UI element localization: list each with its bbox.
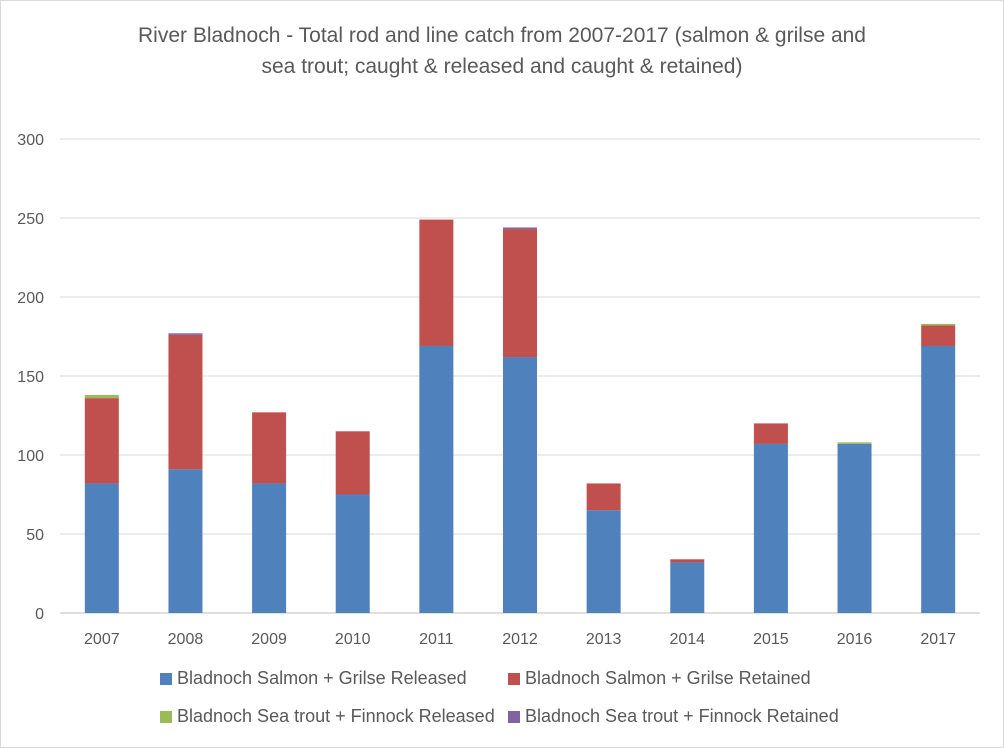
- bar-segment-2015-series-2: [753, 423, 788, 444]
- bar-segment-2007-series-2: [84, 398, 119, 484]
- legend-item: Bladnoch Sea trout + Finnock Released: [160, 706, 495, 727]
- bar-segment-2010-series-1: [335, 494, 370, 613]
- x-tick-label: 2012: [502, 631, 538, 648]
- legend-label: Bladnoch Sea trout + Finnock Retained: [525, 706, 839, 726]
- x-tick-label: 2013: [586, 631, 622, 648]
- x-tick-label: 2007: [84, 631, 120, 648]
- bar-segment-2013-series-2: [586, 483, 621, 511]
- x-tick-label: 2010: [335, 631, 371, 648]
- y-tick-label: 200: [17, 290, 44, 307]
- x-tick-label: 2009: [251, 631, 287, 648]
- x-tick-label: 2015: [753, 631, 789, 648]
- bar-segment-2017-series-2: [921, 325, 956, 346]
- y-tick-label: 300: [17, 132, 44, 149]
- y-tick-label: 0: [35, 606, 44, 623]
- bar-segment-2012-series-4: [503, 227, 537, 230]
- legend-swatch: [160, 710, 172, 723]
- bar-segment-2014-series-1: [670, 562, 705, 613]
- chart-title: River Bladnoch - Total rod and line catc…: [0, 20, 1004, 82]
- bar-segment-2007-series-1: [84, 483, 119, 613]
- bar-segment-2013-series-1: [586, 510, 621, 613]
- bar-segment-2017-series-3: [921, 323, 956, 326]
- legend-swatch: [160, 672, 172, 685]
- legend-item: Bladnoch Sea trout + Finnock Retained: [508, 706, 839, 727]
- legend-item: Bladnoch Salmon + Grilse Retained: [508, 668, 811, 689]
- legend-swatch: [508, 672, 520, 685]
- x-tick-label: 2016: [837, 631, 873, 648]
- legend-label: Bladnoch Sea trout + Finnock Released: [177, 706, 495, 726]
- chart-title-line-1: River Bladnoch - Total rod and line catc…: [137, 24, 866, 47]
- bar-segment-2008-series-1: [168, 469, 203, 613]
- bar-segment-2016-series-3: [837, 442, 872, 444]
- y-tick-label: 150: [17, 369, 44, 386]
- bar-segment-2017-series-1: [921, 345, 956, 613]
- bar-segment-2015-series-1: [753, 443, 788, 613]
- bar-segment-2009-series-1: [252, 483, 287, 613]
- legend-label: Bladnoch Salmon + Grilse Retained: [525, 668, 811, 688]
- x-tick-label: 2008: [168, 631, 204, 648]
- legend-label: Bladnoch Salmon + Grilse Released: [177, 668, 467, 688]
- y-tick-label: 50: [26, 527, 44, 544]
- bar-segment-2011-series-1: [419, 345, 454, 613]
- bar-segment-2012-series-1: [503, 357, 537, 613]
- legend-swatch: [508, 710, 520, 723]
- x-tick-label: 2014: [669, 631, 705, 648]
- y-tick-label: 250: [17, 211, 44, 228]
- bar-segment-2016-series-1: [837, 443, 872, 613]
- bar-segment-2010-series-2: [335, 431, 370, 495]
- bar-segment-2007-series-3: [84, 394, 119, 399]
- chart-title-line-2: sea trout; caught & released and caught …: [261, 55, 743, 78]
- legend-item: Bladnoch Salmon + Grilse Released: [160, 668, 467, 689]
- bar-segment-2011-series-2: [419, 219, 454, 346]
- bar-segment-2008-series-4: [168, 333, 203, 335]
- bar-segment-2012-series-2: [503, 229, 537, 358]
- bar-segment-2009-series-2: [252, 412, 287, 484]
- bar-segment-2014-series-2: [670, 559, 705, 563]
- y-tick-label: 100: [17, 448, 44, 465]
- x-tick-label: 2017: [920, 631, 956, 648]
- bar-segment-2008-series-2: [168, 334, 203, 470]
- x-tick-label: 2011: [419, 631, 454, 648]
